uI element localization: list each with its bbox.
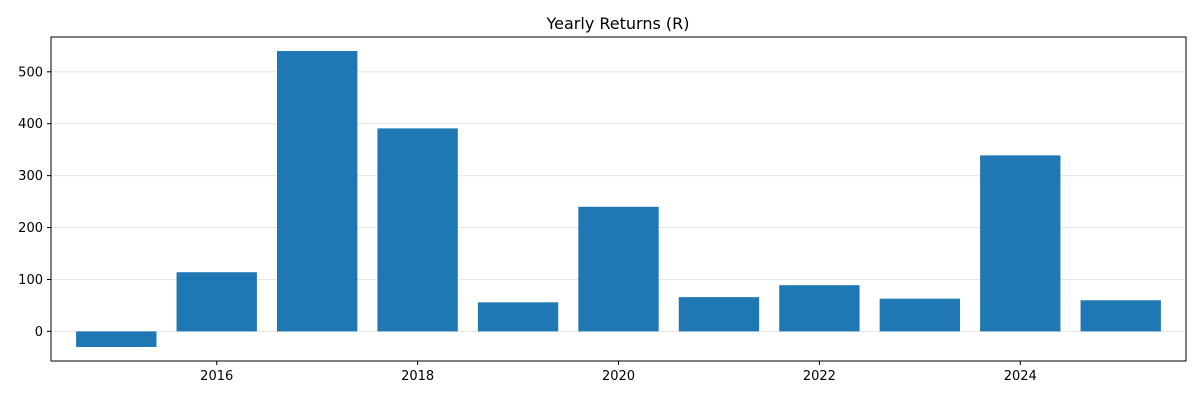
x-tick-label: 2020	[602, 369, 635, 384]
bar-2018	[377, 128, 458, 332]
bar-2015	[76, 331, 157, 347]
y-tick-label: 200	[18, 221, 43, 236]
bar-2025	[1080, 300, 1161, 332]
y-tick-label: 400	[18, 117, 43, 132]
chart-title: Yearly Returns (R)	[546, 14, 690, 33]
y-tick-label: 100	[18, 273, 43, 288]
y-tick-label: 0	[35, 325, 43, 340]
bar-2019	[477, 302, 559, 332]
x-tick-label: 2018	[401, 369, 434, 384]
y-axis-ticks: 0 100 200 300 400 500	[18, 65, 51, 340]
bar-2022	[779, 285, 860, 332]
y-tick-label: 500	[18, 65, 43, 80]
bar-2016	[176, 272, 257, 332]
x-tick-label: 2016	[200, 369, 233, 384]
x-tick-label: 2022	[803, 369, 836, 384]
bars	[76, 51, 1161, 347]
bar-2020	[578, 206, 659, 332]
bar-2017	[276, 51, 358, 332]
y-tick-label: 300	[18, 169, 43, 184]
x-axis-ticks: 2016 2018 2020 2022 2024	[200, 361, 1037, 384]
bar-2021	[678, 297, 760, 332]
bar-2024	[980, 155, 1061, 332]
bar-2023	[879, 298, 961, 332]
x-tick-label: 2024	[1004, 369, 1037, 384]
